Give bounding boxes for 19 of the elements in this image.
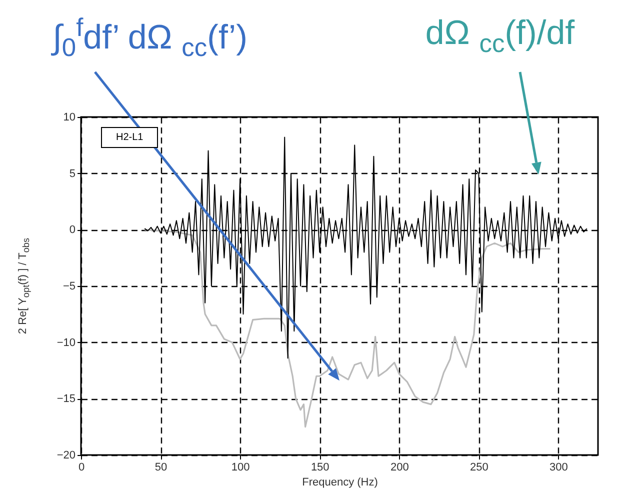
x-tick-label: 150	[310, 462, 330, 474]
x-tick-label: 0	[78, 462, 85, 474]
y-tick-label: 5	[69, 168, 76, 180]
y-tick-label: 10	[63, 112, 76, 124]
x-tick-label: 100	[231, 462, 250, 474]
line-series	[144, 228, 552, 428]
x-tick-label: 50	[154, 462, 168, 474]
y-tick-label: −10	[56, 336, 76, 349]
x-tick-label: 250	[470, 462, 488, 474]
y-tick-label: −20	[56, 450, 76, 462]
text: ∫$_{0}$$^{f}$df’ dΩ $_{cc}$(f’)	[52, 14, 248, 62]
x-axis-title: Frequency (Hz)	[302, 476, 378, 488]
x-tick-label: 200	[390, 462, 409, 474]
y-tick-label: −15	[56, 393, 76, 406]
text: dΩ $_{cc}$(f)/df	[425, 14, 575, 58]
y-tick-label: 0	[69, 224, 76, 236]
annotation: H2-L1	[101, 127, 158, 148]
y-tick-label: −5	[62, 280, 76, 292]
x-tick-label: 300	[550, 462, 568, 474]
